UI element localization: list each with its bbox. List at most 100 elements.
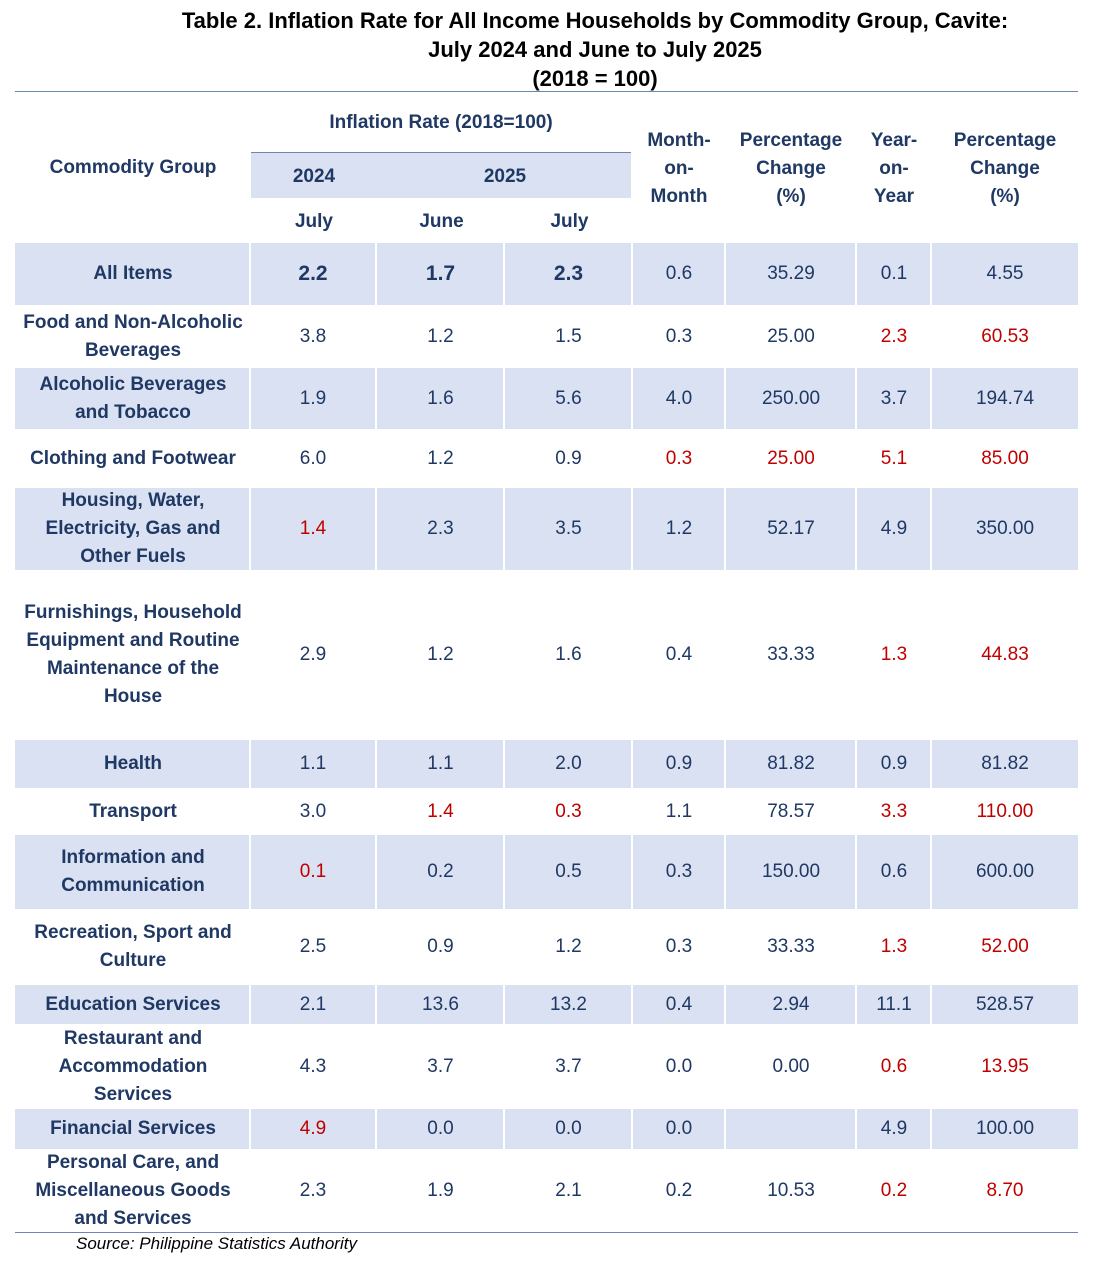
commodity-name: Clothing and Footwear [30, 447, 236, 469]
value-cell: 13.2 [550, 993, 587, 1015]
column-separator [631, 985, 633, 1024]
column-separator [631, 835, 633, 909]
header-inflation-rate: Inflation Rate (2018=100) [329, 112, 553, 133]
value-cell: 4.55 [986, 263, 1024, 284]
table-row: Transport 3.0 1.4 0.3 1.1 78.57 3.3 110.00 [15, 789, 1078, 834]
value-cell: 0.1 [880, 263, 908, 284]
value-cell: 1.3 [880, 644, 908, 665]
value-cell: 10.53 [767, 1180, 815, 1201]
header-mom-line2: on- [664, 158, 694, 179]
value-cell: 0.2 [880, 1180, 908, 1201]
commodity-name: Food and Non-Alcoholic Beverages [23, 311, 243, 361]
value-cell: 150.00 [761, 861, 821, 882]
column-separator [631, 740, 633, 788]
column-separator [855, 488, 857, 570]
value-cell: 8.70 [986, 1180, 1024, 1201]
value-cell: 35.29 [767, 263, 815, 284]
table-row: Personal Care, and Miscellaneous Goods a… [15, 1150, 1078, 1232]
title-line-1: Table 2. Inflation Rate for All Income H… [181, 8, 1009, 33]
value-cell: 25.00 [767, 325, 815, 347]
column-separator [855, 835, 857, 909]
value-cell: 1.1 [665, 800, 693, 822]
table-row: Alcoholic Beverages and Tobacco 1.9 1.6 5.6… [15, 368, 1078, 429]
value-cell: 2.94 [772, 993, 810, 1015]
value-cell: 33.33 [767, 644, 815, 665]
header-year-2024: 2024 [292, 166, 336, 187]
value-cell: 0.0 [427, 1118, 454, 1139]
header-month-july-2025: July [550, 211, 589, 232]
value-cell: 2.1 [555, 1180, 582, 1201]
value-cell: 194.74 [975, 387, 1035, 409]
column-separator [249, 985, 251, 1024]
value-cell: 5.1 [880, 447, 908, 469]
value-cell: 2.3 [880, 325, 908, 347]
column-separator [375, 1109, 377, 1149]
column-separator [375, 488, 377, 570]
value-cell: 4.3 [299, 1055, 327, 1077]
table-row: Restaurant and Accommodation Services 4.3… [15, 1025, 1078, 1108]
value-cell: 100.00 [975, 1118, 1035, 1139]
value-cell: 1.1 [299, 753, 327, 774]
column-separator [930, 835, 932, 909]
column-separator [724, 985, 726, 1024]
value-cell: 0.5 [555, 861, 582, 882]
header-month-july-2024: July [294, 211, 334, 232]
value-cell: 3.5 [555, 518, 582, 539]
value-cell: 1.7 [425, 262, 456, 285]
value-cell: 60.53 [981, 325, 1029, 347]
header-yoy-line1: Year- [870, 130, 918, 151]
value-cell: 1.1 [427, 753, 454, 774]
header-mom-line1: Month- [647, 130, 711, 151]
header-year-on-year: Year- on- Year [857, 124, 931, 214]
column-separator [930, 740, 932, 788]
column-separator [249, 488, 251, 570]
value-cell: 13.6 [422, 993, 459, 1015]
value-cell: 2.0 [555, 753, 582, 774]
table-row: Information and Communication 0.1 0.2 0.5 0.… [15, 835, 1078, 909]
header-yoy-line3: Year [873, 186, 915, 207]
value-cell: 3.3 [880, 800, 908, 822]
table-row: Housing, Water, Electricity, Gas and Oth… [15, 488, 1078, 570]
commodity-name: Furnishings, Household Equipment and Rou… [24, 602, 242, 707]
value-cell: 44.83 [981, 644, 1029, 665]
value-cell: 0.4 [665, 993, 693, 1015]
header-pct2-line3: (%) [990, 186, 1020, 207]
column-separator [855, 1109, 857, 1149]
title-line-3: (2018 = 100) [532, 66, 658, 91]
table-row: Recreation, Sport and Culture 2.5 0.9 1.2 0.… [15, 910, 1078, 984]
value-cell: 2.3 [427, 518, 454, 539]
commodity-name: Information and Communication [61, 847, 205, 896]
value-cell: 1.5 [555, 325, 582, 347]
value-cell: 0.3 [665, 861, 693, 882]
column-separator [375, 835, 377, 909]
column-separator [930, 488, 932, 570]
column-separator [375, 368, 377, 429]
value-cell: 4.9 [880, 1118, 908, 1139]
value-cell: 110.00 [976, 800, 1034, 822]
value-cell: 1.9 [299, 387, 327, 409]
value-cell: 81.82 [767, 753, 815, 774]
value-cell: 1.4 [299, 518, 327, 539]
column-separator [375, 985, 377, 1024]
value-cell [726, 1109, 856, 1149]
value-cell: 0.6 [665, 263, 693, 284]
column-separator [930, 985, 932, 1024]
table-title: Table 2. Inflation Rate for All Income H… [95, 6, 1095, 93]
value-cell: 52.17 [767, 518, 815, 539]
value-cell: 2.1 [299, 993, 327, 1015]
value-cell: 52.00 [981, 936, 1029, 957]
value-cell: 0.1 [299, 861, 327, 882]
value-cell: 1.2 [427, 325, 454, 347]
value-cell: 528.57 [975, 993, 1035, 1015]
value-cell: 0.3 [665, 447, 693, 469]
column-separator [855, 985, 857, 1024]
header-pct2-line2: Change [970, 158, 1040, 179]
column-separator [503, 368, 505, 429]
header-year-2025: 2025 [483, 166, 527, 187]
header-commodity-group: Commodity Group [49, 157, 217, 178]
header-inflation-underline [251, 152, 631, 153]
table-row: Health 1.1 1.1 2.0 0.9 81.82 0.9 81.82 [15, 740, 1078, 788]
column-separator [503, 835, 505, 909]
value-cell: 0.0 [555, 1118, 582, 1139]
value-cell: 0.6 [880, 861, 908, 882]
